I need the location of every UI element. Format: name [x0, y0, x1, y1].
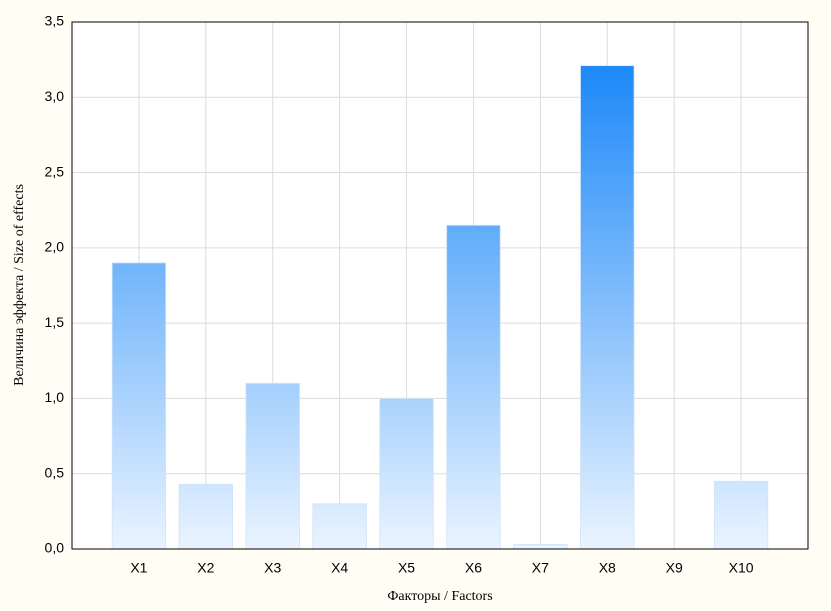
x-tick-label: X3 [264, 560, 281, 576]
y-axis-label: Величина эффекта / Size of effects [12, 184, 27, 386]
bar [513, 544, 568, 550]
x-tick-label: X10 [729, 560, 754, 576]
y-tick-label: 1,0 [45, 389, 65, 405]
x-tick-label: X9 [666, 560, 683, 576]
y-tick-label: 1,5 [45, 314, 65, 330]
y-tick-label: 2,5 [45, 163, 65, 179]
bar [446, 224, 501, 550]
x-tick-label: X1 [130, 560, 147, 576]
y-tick-label: 0,0 [45, 540, 65, 556]
y-tick-label: 2,0 [45, 239, 65, 255]
x-axis-label: Факторы / Factors [387, 589, 492, 604]
x-tick-label: X2 [197, 560, 214, 576]
bar [713, 480, 769, 550]
bar [245, 382, 300, 550]
plot-frame [71, 21, 809, 550]
bar [111, 262, 167, 550]
y-tick-label: 3,0 [45, 88, 65, 104]
plot-area [72, 22, 808, 549]
bar [312, 503, 367, 550]
bar [178, 483, 233, 550]
x-tick-label: X5 [398, 560, 415, 576]
bar [580, 65, 635, 550]
x-tick-label: X4 [331, 560, 348, 576]
x-tick-label: X7 [532, 560, 549, 576]
x-tick-label: X8 [599, 560, 616, 576]
bar [379, 398, 434, 550]
y-tick-label: 3,5 [45, 13, 65, 29]
y-tick-label: 0,5 [45, 464, 65, 480]
x-tick-label: X6 [465, 560, 482, 576]
